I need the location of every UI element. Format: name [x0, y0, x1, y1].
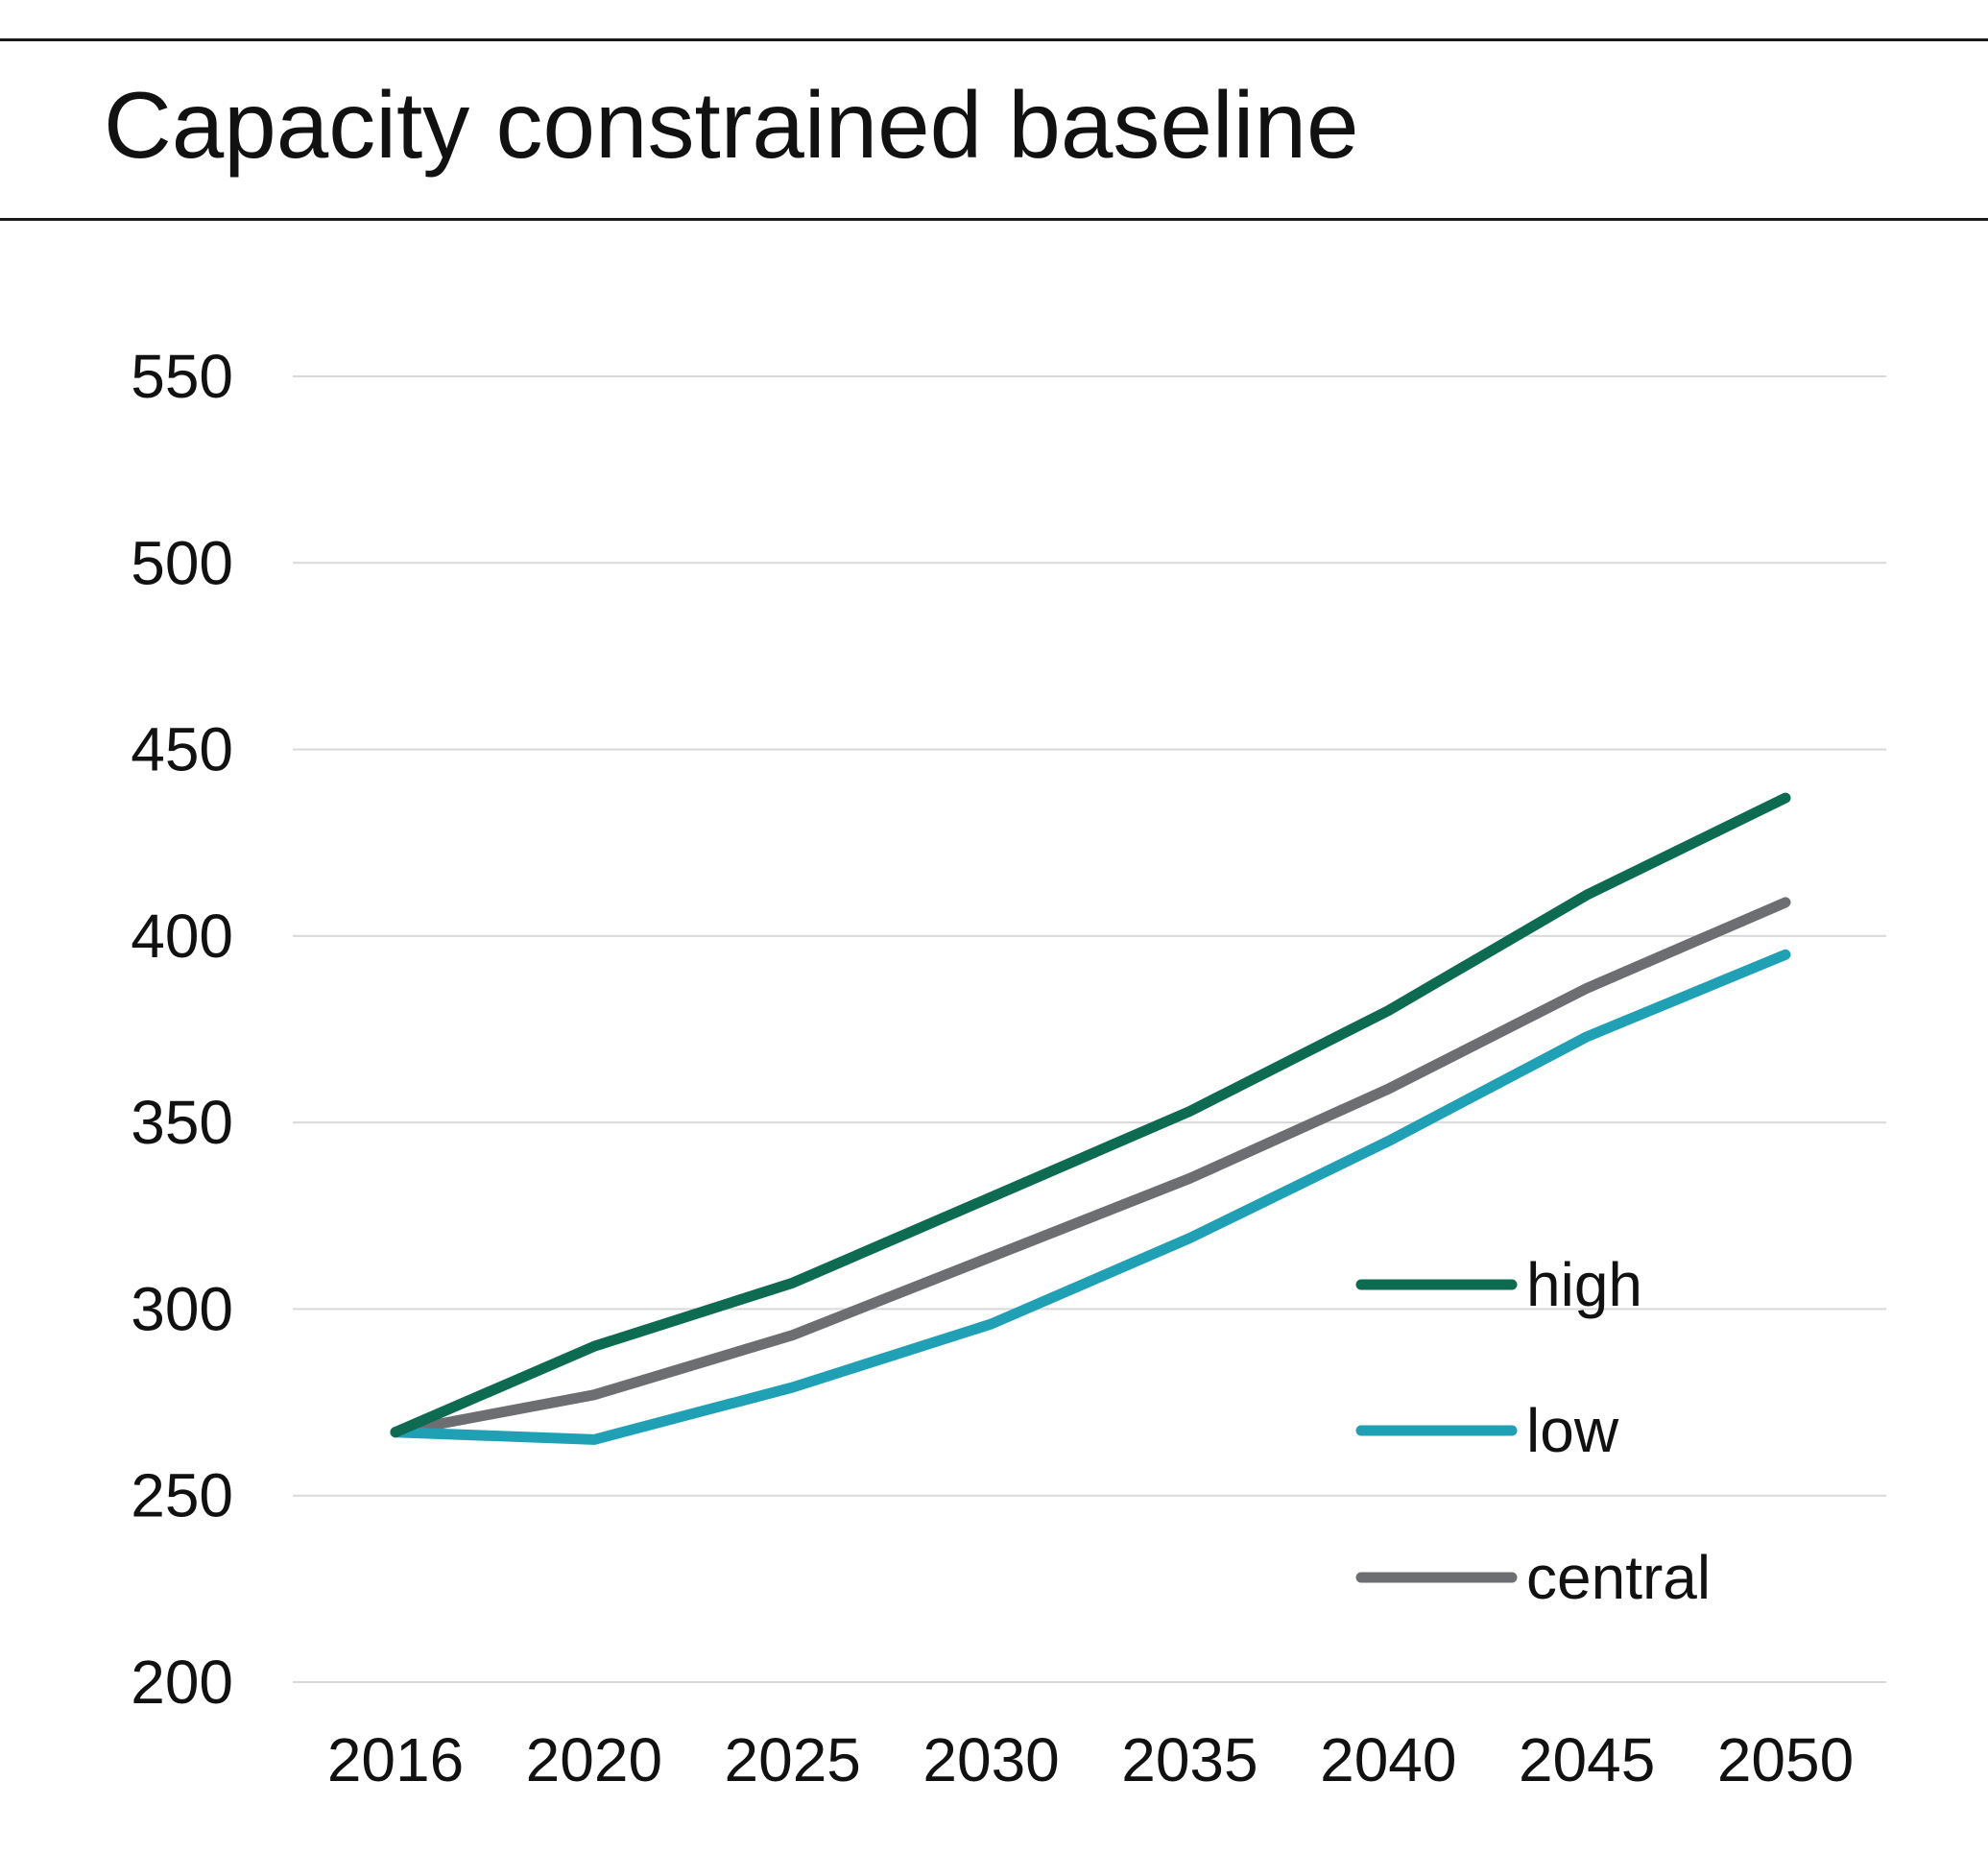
legend-label-high: high [1526, 1250, 1642, 1319]
series-line-central [390, 897, 1791, 1438]
x-tick-label: 2045 [1519, 1725, 1655, 1794]
y-tick-label: 400 [131, 902, 233, 971]
grid-layer [293, 375, 1886, 1683]
series-line-high [390, 792, 1791, 1438]
series-layer [390, 792, 1791, 1445]
legend-label-low: low [1526, 1396, 1619, 1465]
y-axis-ticks: 200 250 300 350 400 450 500 550 [131, 342, 233, 1717]
chart-title: Capacity constrained baseline [104, 72, 1359, 178]
x-tick-label: 2020 [526, 1725, 662, 1794]
y-tick-label: 350 [131, 1088, 233, 1157]
x-tick-label: 2035 [1121, 1725, 1257, 1794]
legend-label-central: central [1526, 1543, 1711, 1612]
y-tick-label: 500 [131, 528, 233, 597]
legend: high low central [1355, 1250, 1711, 1612]
title-band: Capacity constrained baseline [0, 38, 1988, 221]
y-tick-label: 200 [131, 1648, 233, 1717]
series-line-low [390, 949, 1791, 1445]
x-tick-label: 2025 [725, 1725, 861, 1794]
x-tick-label: 2050 [1717, 1725, 1854, 1794]
y-tick-label: 550 [131, 342, 233, 411]
x-axis-ticks: 2016 2020 2025 2030 2035 2040 2045 2050 [327, 1725, 1854, 1794]
y-tick-label: 300 [131, 1274, 233, 1343]
x-tick-label: 2040 [1320, 1725, 1456, 1794]
x-tick-label: 2030 [922, 1725, 1059, 1794]
x-tick-label: 2016 [327, 1725, 464, 1794]
y-tick-label: 450 [131, 715, 233, 784]
y-tick-label: 250 [131, 1461, 233, 1530]
